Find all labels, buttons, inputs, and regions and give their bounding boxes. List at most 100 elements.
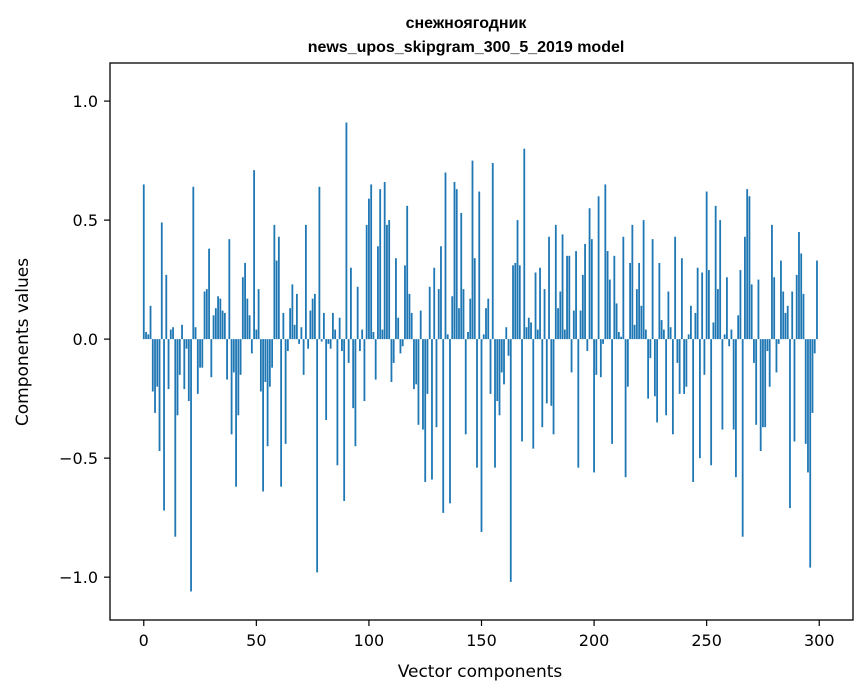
bar-209: [613, 255, 616, 340]
y-tick-label: −0.5: [59, 449, 98, 468]
bar-241: [685, 339, 688, 387]
bar-22: [192, 186, 195, 340]
bar-291: [798, 232, 800, 340]
bar-238: [678, 339, 681, 394]
bar-177: [541, 339, 544, 428]
bar-95: [356, 286, 359, 340]
bar-181: [550, 339, 553, 406]
x-tick-label: 100: [354, 631, 385, 650]
bar-17: [181, 324, 183, 340]
bar-172: [530, 322, 532, 340]
bar-176: [539, 267, 541, 340]
bar-75: [311, 298, 314, 340]
bar-90: [345, 122, 348, 340]
bar-16: [178, 339, 181, 375]
bar-7: [158, 339, 161, 451]
bar-216: [629, 262, 631, 340]
chart-title-line2: news_upos_skipgram_300_5_2019 model: [308, 39, 625, 56]
bar-46: [246, 298, 249, 340]
bar-13: [172, 327, 174, 340]
bar-183: [554, 224, 557, 340]
bar-231: [662, 329, 665, 340]
bar-111: [392, 339, 395, 363]
bar-282: [777, 339, 780, 344]
bar-97: [361, 329, 364, 340]
x-tick-label: 300: [804, 631, 835, 650]
bar-173: [532, 339, 535, 449]
bar-162: [507, 339, 510, 356]
bar-41: [235, 339, 237, 487]
bar-169: [523, 148, 526, 340]
bar-255: [717, 289, 719, 340]
bar-34: [219, 298, 222, 340]
bar-92: [350, 267, 352, 340]
bar-148: [476, 339, 478, 468]
bar-251: [708, 270, 710, 340]
bar-159: [500, 339, 503, 373]
bar-88: [341, 339, 343, 352]
bar-77: [316, 339, 319, 573]
bar-190: [570, 339, 573, 373]
bar-279: [771, 224, 773, 340]
bar-214: [624, 339, 627, 478]
bar-198: [588, 208, 591, 340]
bar-146: [471, 160, 474, 340]
bar-287: [789, 339, 791, 509]
x-tick-label: 250: [691, 631, 722, 650]
bar-48: [250, 339, 253, 354]
bar-290: [795, 274, 798, 340]
bar-244: [692, 339, 695, 482]
bar-215: [626, 339, 629, 387]
bar-174: [534, 272, 537, 340]
bar-264: [737, 315, 740, 340]
bar-51: [257, 289, 260, 340]
bar-130: [435, 339, 438, 428]
bar-149: [478, 191, 481, 340]
bar-230: [660, 320, 663, 340]
bar-19: [185, 339, 188, 349]
y-tick-label: 0.5: [73, 211, 98, 230]
bar-73: [307, 339, 310, 349]
bar-228: [656, 339, 659, 423]
bar-273: [757, 279, 760, 340]
bar-280: [773, 277, 776, 340]
bar-145: [469, 298, 472, 340]
bar-9: [163, 339, 165, 511]
bar-192: [575, 251, 577, 340]
bar-109: [388, 220, 391, 340]
bar-24: [196, 339, 199, 394]
bar-229: [658, 262, 661, 340]
chart-title-line1: снежноягодник: [406, 15, 528, 32]
bar-299: [816, 260, 818, 340]
y-tick-label: −1.0: [59, 568, 98, 587]
bar-206: [606, 251, 609, 340]
bar-69: [298, 339, 301, 344]
bar-189: [568, 255, 571, 340]
bar-276: [764, 339, 767, 428]
bar-262: [732, 339, 735, 430]
bar-249: [703, 339, 706, 375]
bar-49: [253, 170, 255, 340]
bar-267: [744, 236, 746, 340]
bar-248: [701, 272, 704, 340]
bar-150: [480, 339, 483, 532]
bar-165: [514, 262, 517, 340]
bar-18: [183, 339, 186, 390]
bar-83: [329, 339, 332, 349]
bar-42: [237, 339, 240, 416]
bar-259: [726, 277, 728, 340]
bar-15: [176, 339, 179, 416]
bar-168: [521, 339, 523, 442]
bar-243: [689, 305, 692, 340]
bar-270: [750, 284, 753, 340]
bar-219: [635, 289, 638, 340]
bar-118: [408, 293, 411, 340]
bar-220: [638, 262, 641, 340]
bar-126: [426, 339, 429, 394]
bar-195: [581, 274, 584, 340]
bar-187: [563, 329, 566, 340]
x-axis-ticks: 0 50 100 150 200 250 300: [139, 620, 835, 650]
bar-202: [597, 196, 600, 340]
bar-233: [667, 291, 670, 340]
bar-63: [284, 339, 287, 444]
